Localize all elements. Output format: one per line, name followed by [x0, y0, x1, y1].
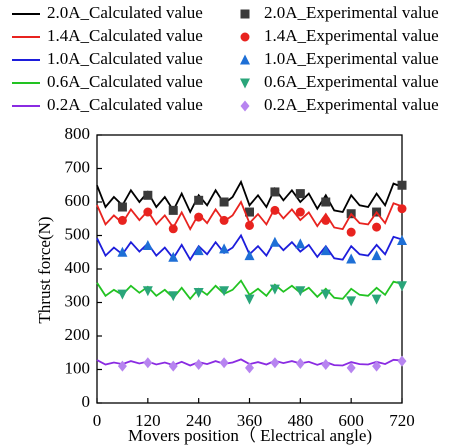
marker — [219, 197, 229, 207]
marker — [193, 287, 204, 298]
legend-label: 1.0A_Calculated value — [47, 49, 203, 68]
marker — [346, 296, 357, 307]
marker — [143, 357, 153, 369]
marker — [320, 289, 331, 300]
marker — [372, 360, 382, 372]
marker — [397, 235, 407, 246]
x-tick-label: 240 — [186, 411, 212, 430]
marker — [245, 207, 254, 217]
marker — [245, 220, 255, 230]
marker — [168, 205, 178, 215]
marker — [117, 246, 128, 257]
marker — [295, 238, 306, 249]
marker — [194, 212, 204, 222]
legend-label: 1.4A_Experimental value — [264, 26, 439, 45]
marker — [320, 245, 331, 256]
y-tick-label: 200 — [65, 325, 91, 344]
legend-marker — [240, 32, 250, 42]
marker — [194, 358, 204, 370]
y-axis-title: Thrust force(N) — [35, 216, 54, 323]
y-tick-label: 100 — [65, 358, 91, 377]
marker — [371, 294, 382, 305]
marker — [269, 236, 280, 247]
legend-marker — [240, 100, 250, 112]
marker — [295, 207, 305, 217]
marker — [245, 362, 254, 374]
legend-label: 1.0A_Experimental value — [264, 49, 439, 68]
y-tick-label: 800 — [65, 124, 91, 143]
marker — [219, 243, 230, 254]
marker — [168, 360, 178, 372]
marker — [270, 187, 280, 197]
marker — [244, 294, 255, 305]
marker — [270, 357, 280, 369]
legend-label: 0.6A_Experimental value — [264, 72, 439, 91]
marker — [219, 286, 230, 297]
marker — [142, 240, 153, 251]
y-tick-label: 700 — [65, 157, 91, 176]
y-tick-label: 500 — [65, 224, 91, 243]
y-tick-label: 600 — [65, 191, 91, 210]
marker — [244, 250, 255, 261]
marker — [295, 286, 306, 297]
legend-label: 2.0A_Calculated value — [47, 3, 203, 22]
marker — [321, 358, 331, 370]
marker — [346, 227, 356, 237]
x-tick-label: 0 — [93, 411, 102, 430]
legend-label: 1.4A_Calculated value — [47, 26, 203, 45]
marker — [143, 190, 153, 200]
marker — [346, 362, 356, 374]
marker — [371, 250, 382, 261]
x-tick-label: 720 — [389, 411, 415, 430]
marker — [295, 189, 305, 199]
marker — [321, 197, 331, 207]
legend-marker — [240, 9, 250, 19]
marker — [270, 205, 280, 215]
marker — [117, 215, 127, 225]
marker — [194, 195, 204, 205]
legend-marker — [240, 78, 250, 89]
marker — [346, 253, 357, 264]
marker — [117, 360, 127, 372]
marker — [142, 286, 153, 297]
marker — [397, 281, 407, 292]
legend-label: 0.2A_Experimental value — [264, 95, 439, 114]
marker — [269, 284, 280, 295]
marker — [168, 251, 179, 262]
marker — [117, 289, 128, 300]
marker — [219, 357, 229, 369]
marker — [295, 357, 305, 369]
marker — [219, 215, 229, 225]
x-axis-title: Movers position（ Electrical angle) — [128, 426, 372, 445]
x-tick-label: 360 — [237, 411, 263, 430]
x-tick-label: 600 — [338, 411, 364, 430]
marker — [117, 202, 127, 212]
marker — [321, 215, 331, 225]
marker — [397, 204, 407, 214]
legend-label: 0.6A_Calculated value — [47, 72, 203, 91]
calculated-line — [96, 179, 403, 215]
y-tick-label: 0 — [82, 392, 91, 411]
marker — [372, 222, 382, 232]
y-tick-label: 400 — [65, 258, 91, 277]
marker — [143, 207, 153, 217]
legend-label: 0.2A_Calculated value — [47, 95, 203, 114]
x-tick-label: 120 — [135, 411, 161, 430]
marker — [168, 224, 178, 234]
x-tick-label: 480 — [288, 411, 314, 430]
y-tick-label: 300 — [65, 291, 91, 310]
legend-marker — [240, 54, 250, 65]
marker — [397, 355, 407, 367]
marker — [397, 180, 407, 190]
marker — [168, 291, 179, 302]
marker — [193, 245, 204, 256]
legend-label: 2.0A_Experimental value — [264, 3, 439, 22]
